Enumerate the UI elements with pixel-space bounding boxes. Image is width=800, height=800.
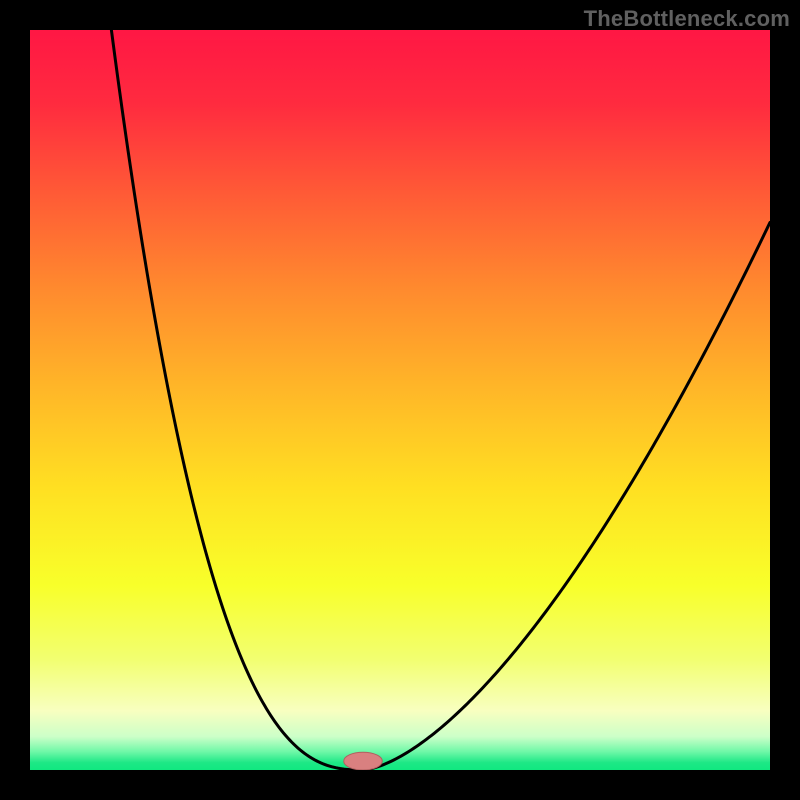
chart-frame: TheBottleneck.com bbox=[0, 0, 800, 800]
plot-svg bbox=[30, 30, 770, 770]
watermark-text: TheBottleneck.com bbox=[584, 6, 790, 32]
optimum-marker bbox=[344, 752, 382, 770]
gradient-background bbox=[30, 30, 770, 770]
plot-area bbox=[30, 30, 770, 770]
